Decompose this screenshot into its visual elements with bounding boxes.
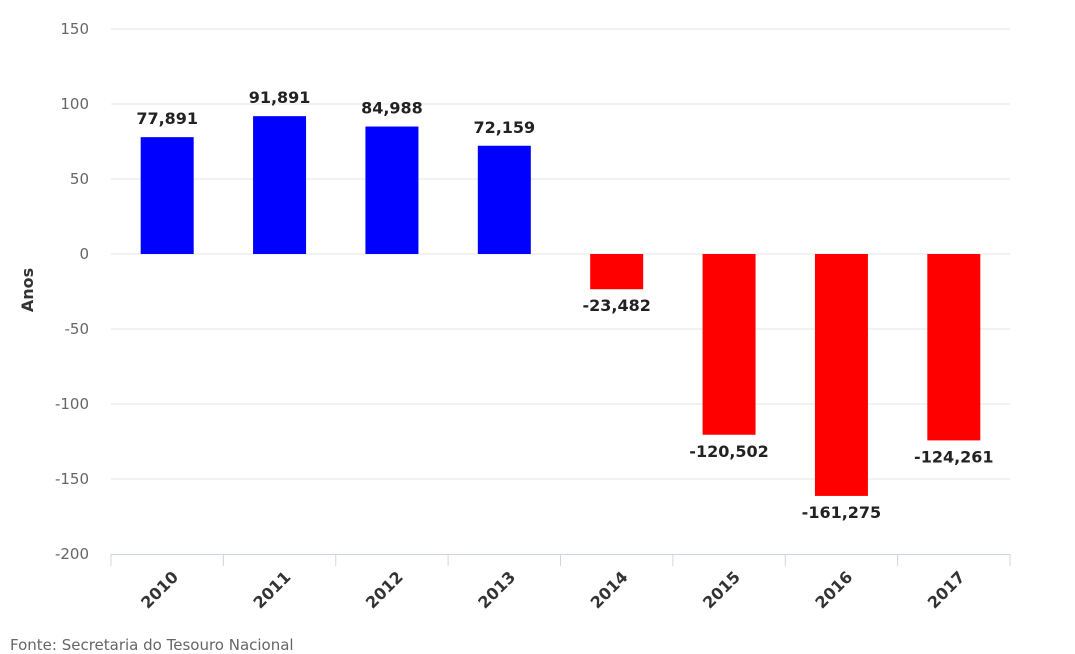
data-label-2014: -23,482 xyxy=(582,296,650,315)
y-tick-label: -150 xyxy=(55,470,89,488)
y-tick-label: -200 xyxy=(55,545,89,563)
x-tick-label: 2013 xyxy=(474,567,519,612)
y-axis-ticks: 150 100 50 0 -50 -100 -150 -200 xyxy=(55,20,89,563)
bar-2010 xyxy=(140,137,194,254)
bar-2017 xyxy=(927,254,981,441)
x-tick-label: 2015 xyxy=(699,567,744,612)
x-tick-label: 2017 xyxy=(924,567,969,612)
bar-2016 xyxy=(814,254,868,496)
y-tick-label: 0 xyxy=(79,245,89,263)
y-tick-label: -100 xyxy=(55,395,89,413)
y-tick-label: 150 xyxy=(60,20,89,38)
data-label-2010: 77,891 xyxy=(136,109,198,128)
x-tick-label: 2012 xyxy=(362,567,407,612)
bar-2015 xyxy=(702,254,756,435)
x-tick-label: 2016 xyxy=(811,567,856,612)
bar-2011 xyxy=(253,116,307,254)
y-tick-label: 50 xyxy=(70,170,89,188)
data-label-2015: -120,502 xyxy=(689,442,769,461)
data-label-2011: 91,891 xyxy=(249,88,311,107)
data-labels: 77,891 91,891 84,988 72,159 -23,482 -120,502 -… xyxy=(136,88,993,522)
bars xyxy=(140,116,981,496)
data-label-2012: 84,988 xyxy=(361,99,423,118)
bar-2013 xyxy=(477,145,531,254)
x-tick-label: 2010 xyxy=(137,567,182,612)
data-label-2017: -124,261 xyxy=(914,447,994,466)
data-label-2016: -161,275 xyxy=(802,503,882,522)
source-note: Fonte: Secretaria do Tesouro Nacional xyxy=(10,636,294,654)
x-axis: 2010 2011 2012 2013 2014 2015 2016 2017 xyxy=(110,554,1011,612)
y-axis-title: Anos xyxy=(18,268,37,312)
bar-2012 xyxy=(365,126,419,254)
bar-2014 xyxy=(590,254,644,290)
data-label-2013: 72,159 xyxy=(473,118,535,137)
x-tick-label: 2011 xyxy=(249,567,294,612)
x-tick-label: 2014 xyxy=(587,567,632,612)
y-tick-label: -50 xyxy=(65,320,90,338)
y-tick-label: 100 xyxy=(60,95,89,113)
gridlines xyxy=(111,28,1010,480)
